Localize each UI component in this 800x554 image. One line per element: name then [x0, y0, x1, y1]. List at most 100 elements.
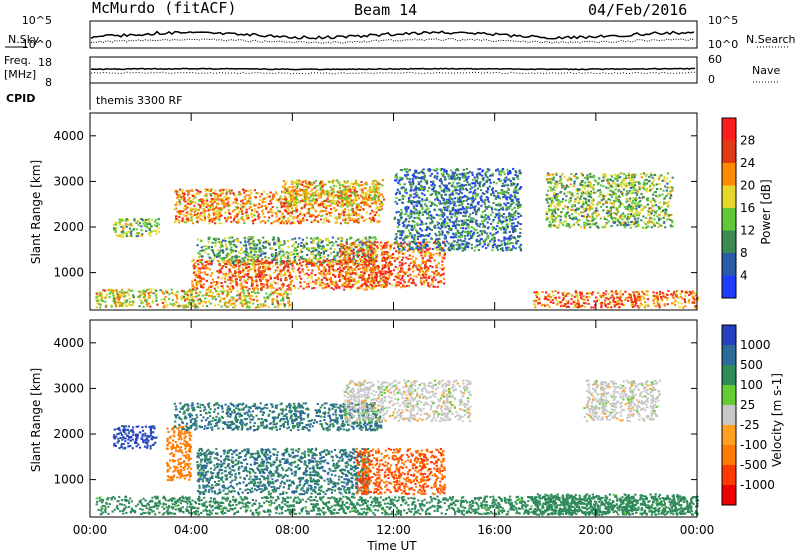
range-cell: [270, 192, 272, 194]
range-cell: [333, 274, 335, 276]
range-cell: [355, 199, 357, 201]
range-cell: [252, 237, 254, 239]
range-cell: [284, 198, 286, 200]
range-cell: [225, 198, 227, 200]
range-cell: [199, 291, 201, 293]
range-cell: [234, 270, 236, 272]
range-cell: [150, 289, 152, 291]
range-cell: [291, 245, 293, 247]
range-cell: [174, 191, 176, 193]
range-cell: [377, 182, 379, 184]
range-cell: [257, 304, 259, 306]
range-cell: [200, 272, 202, 274]
range-cell: [292, 193, 294, 195]
range-cell: [413, 205, 415, 207]
range-cell: [205, 195, 207, 197]
range-cell: [229, 205, 231, 207]
noise-tick-top-left: 10^5: [22, 14, 52, 27]
range-cell: [191, 281, 193, 283]
range-cell: [454, 178, 456, 180]
range-cell: [429, 265, 431, 267]
range-cell: [366, 198, 368, 200]
range-cell: [402, 275, 404, 277]
range-cell: [400, 268, 402, 270]
range-cell: [378, 196, 380, 198]
range-cell: [441, 261, 443, 263]
range-cell: [394, 260, 396, 262]
range-cell: [261, 193, 263, 195]
range-cell: [269, 268, 271, 270]
range-cell: [349, 199, 351, 201]
range-cell: [227, 292, 229, 294]
range-cell: [286, 297, 288, 299]
range-cell: [252, 222, 254, 224]
range-cell: [317, 245, 319, 247]
range-cell: [218, 214, 220, 216]
range-cell: [303, 206, 305, 208]
range-cell: [247, 278, 249, 280]
range-cell: [153, 230, 155, 232]
range-cell: [352, 253, 354, 255]
range-cell: [205, 206, 207, 208]
range-cell: [330, 186, 332, 188]
beam-title: Beam 14: [354, 1, 417, 19]
range-cell: [250, 277, 252, 279]
range-cell: [416, 265, 418, 267]
range-cell: [292, 265, 294, 267]
range-cell: [245, 212, 247, 214]
range-cell: [508, 189, 510, 191]
range-cell: [400, 286, 402, 288]
range-cell: [247, 270, 249, 272]
range-cell: [353, 214, 355, 216]
range-cell: [219, 243, 221, 245]
range-cell: [313, 182, 315, 184]
range-cell: [212, 251, 214, 253]
range-cell: [412, 280, 414, 282]
range-cell: [360, 271, 362, 273]
range-cell: [314, 187, 316, 189]
range-cell: [345, 266, 347, 268]
range-cell: [362, 267, 364, 269]
range-cell: [332, 261, 334, 263]
range-cell: [284, 304, 286, 306]
range-cell: [149, 235, 151, 237]
range-cell: [297, 246, 299, 248]
range-cell: [187, 213, 189, 215]
range-cell: [193, 205, 195, 207]
range-cell: [317, 253, 319, 255]
freq-trace: [91, 68, 695, 69]
range-cell: [330, 278, 332, 280]
range-cell: [336, 284, 338, 286]
range-cell: [277, 219, 279, 221]
range-cell: [267, 262, 269, 264]
range-cell: [401, 277, 403, 279]
range-cell: [188, 303, 190, 305]
range-cell: [194, 214, 196, 216]
range-cell: [159, 289, 161, 291]
range-cell: [125, 223, 127, 225]
range-cell: [217, 260, 219, 262]
range-cell: [333, 196, 335, 198]
range-cell: [436, 205, 438, 207]
range-cell: [384, 260, 386, 262]
range-cell: [208, 286, 210, 288]
range-cell: [433, 169, 435, 171]
range-cell: [413, 196, 415, 198]
range-cell: [179, 189, 181, 191]
range-cell: [254, 251, 256, 253]
range-cell: [208, 222, 210, 224]
range-cell: [479, 174, 481, 176]
range-cell: [353, 244, 355, 246]
range-cell: [276, 289, 278, 291]
range-cell: [491, 239, 493, 241]
range-cell: [363, 249, 365, 251]
range-cell: [225, 273, 227, 275]
range-cell: [341, 184, 343, 186]
range-cell: [446, 241, 448, 243]
range-cell: [413, 239, 415, 241]
range-cell: [345, 188, 347, 190]
range-cell: [383, 257, 385, 259]
range-cell: [163, 298, 165, 300]
range-cell: [363, 254, 365, 256]
range-cell: [352, 218, 354, 220]
